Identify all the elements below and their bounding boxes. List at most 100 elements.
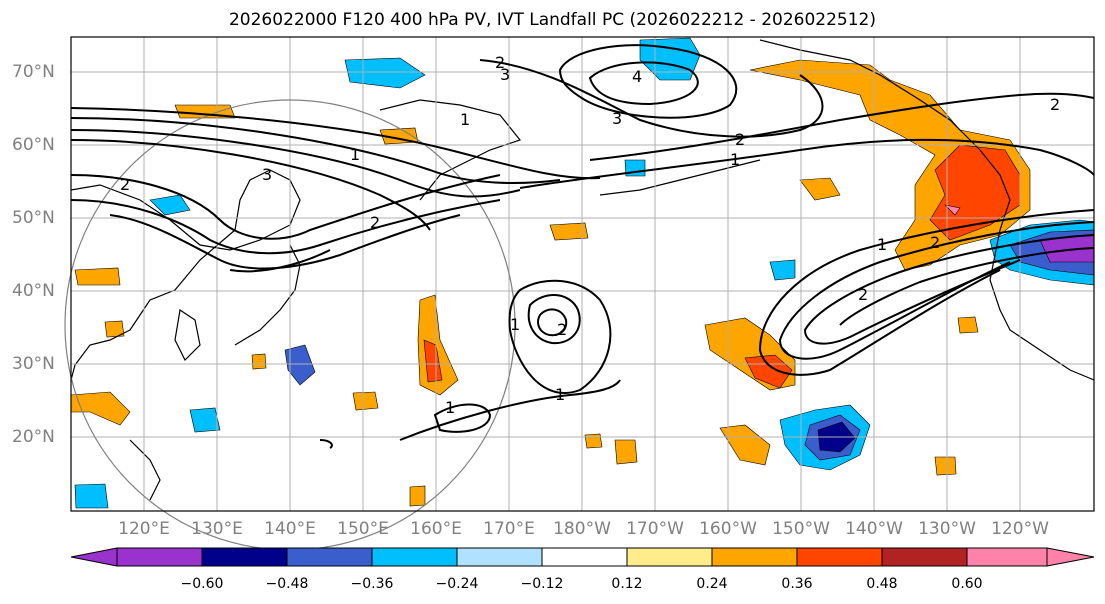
shade-goa-orange	[799, 177, 841, 201]
lat-label-50n: 50°N	[12, 208, 55, 228]
lat-label-30n: 30°N	[12, 354, 55, 374]
shade-blob-21	[584, 433, 603, 449]
colorbar-swatch-2	[286, 547, 373, 567]
shade-blob-13	[769, 259, 796, 281]
contour-label-3c: 3	[500, 65, 510, 84]
contour-label-2d: 2	[930, 233, 940, 252]
shade-blob-14	[614, 439, 638, 465]
pv-contour-hook-4	[839, 247, 1095, 326]
lon-label-120w: 120°W	[991, 519, 1049, 539]
colorbar-swatch-9	[881, 547, 968, 567]
pv-contour-jet-4	[70, 139, 431, 231]
contour-label-2g: 2	[1050, 95, 1060, 114]
map-frame	[70, 36, 1095, 512]
lon-label-180w: 180°W	[553, 519, 611, 539]
colorbar-swatch-4	[456, 547, 543, 567]
contour-label-2a: 2	[120, 175, 130, 194]
colorbar-tick-8: 0.36	[781, 576, 813, 592]
pv-contour-low-1	[508, 279, 612, 394]
lon-label-140w: 140°W	[845, 519, 903, 539]
colorbar-tick-5: −0.12	[520, 576, 564, 592]
shade-blob-23	[74, 483, 109, 509]
shade-cpac-red	[744, 354, 793, 389]
pv-contours	[70, 44, 1095, 449]
lon-label-160e: 160°E	[410, 519, 462, 539]
coast-japan	[234, 244, 301, 346]
lon-label-130w: 130°W	[918, 519, 976, 539]
coast-korea	[174, 308, 201, 362]
coast-asia	[70, 169, 301, 381]
pv-contour-hook-1	[758, 209, 1095, 376]
lon-label-150w: 150°W	[772, 519, 830, 539]
shade-blob-2r	[423, 339, 443, 383]
shade-blob-17	[352, 391, 379, 411]
pv-contour-trough-2	[70, 199, 501, 255]
contour-label-1g: 1	[730, 150, 740, 169]
coast-kamchatka	[379, 99, 522, 201]
lat-label-70n: 70°N	[12, 62, 55, 82]
shade-blob-16	[957, 316, 979, 334]
colorbar-tick-10: 0.60	[951, 576, 983, 592]
colorbar-tick-9: 0.48	[866, 576, 898, 592]
shade-alaska-pink	[944, 204, 961, 216]
contour-label-2b: 2	[370, 213, 380, 232]
shade-blob-20	[251, 353, 267, 370]
shade-blob-11	[74, 267, 121, 286]
pv-contour-ne-1	[519, 138, 1095, 189]
contour-label-2c: 2	[735, 130, 745, 149]
contour-label-2h: 2	[557, 320, 567, 339]
lon-label-130e: 130°E	[191, 519, 243, 539]
lat-label-40n: 40°N	[12, 281, 55, 301]
contour-label-1e: 1	[877, 235, 887, 254]
chart-title: 2026022000 F120 400 hPa PV, IVT Landfall…	[228, 10, 876, 30]
colorbar-tick-4: −0.24	[435, 576, 479, 592]
coast-aleutian	[599, 159, 761, 196]
pv-contour-jet-1	[70, 107, 601, 180]
contour-label-1c: 1	[555, 385, 565, 404]
pv-contour-low-3	[537, 308, 568, 337]
pv-contour-trough-1	[70, 174, 501, 240]
contour-label-4a: 4	[632, 67, 642, 86]
colorbar-extend-high	[1046, 547, 1095, 567]
pv-contour-trough-4	[229, 249, 331, 273]
lon-label-140e: 140°E	[264, 519, 316, 539]
contour-labels: 1 1 2 2 2 2 2 2 2 3 3 3 4 1 1 1 1 1 2	[120, 53, 1060, 417]
contour-label-1a: 1	[460, 110, 470, 129]
colorbar-swatch-5	[541, 547, 628, 567]
pv-contour-high-1	[479, 59, 824, 138]
contour-label-1d: 1	[445, 398, 455, 417]
shade-blob-5	[149, 194, 191, 216]
colorbar	[70, 547, 1095, 567]
shade-blob-18	[409, 485, 426, 507]
graticule	[71, 37, 1094, 511]
lat-label-20n: 20°N	[12, 427, 55, 447]
colorbar-swatch-3	[371, 547, 458, 567]
contour-label-1b: 1	[350, 145, 360, 164]
pv-contour-south-2	[433, 403, 492, 433]
lat-label-60n: 60°N	[12, 135, 55, 155]
pv-contour-high-2	[558, 44, 738, 119]
colorbar-swatch-8	[796, 547, 883, 567]
coast-alaska	[759, 39, 1011, 231]
pv-contour-south-3	[319, 439, 333, 449]
lon-label-170e: 170°E	[483, 519, 535, 539]
coast-uswest	[989, 229, 1095, 381]
lon-label-120e: 120°E	[118, 519, 170, 539]
colorbar-swatch-7	[711, 547, 798, 567]
shade-blob-7	[189, 407, 221, 433]
contour-label-3a: 3	[262, 165, 272, 184]
colorbar-extend-low	[70, 547, 118, 567]
contour-label-2f: 2	[495, 53, 505, 72]
lon-label-150e: 150°E	[337, 519, 389, 539]
lon-label-160w: 160°W	[699, 519, 757, 539]
colorbar-swatch-6	[626, 547, 713, 567]
colorbar-swatch-10	[966, 547, 1048, 567]
contour-label-2e: 2	[858, 285, 868, 304]
shade-blob-15	[934, 456, 957, 476]
pv-contour-high-3	[588, 61, 699, 106]
contour-label-1f: 1	[510, 315, 520, 334]
shade-blob-6	[284, 344, 316, 386]
pv-contour-jet-3	[70, 129, 521, 198]
contour-label-3b: 3	[612, 109, 622, 128]
